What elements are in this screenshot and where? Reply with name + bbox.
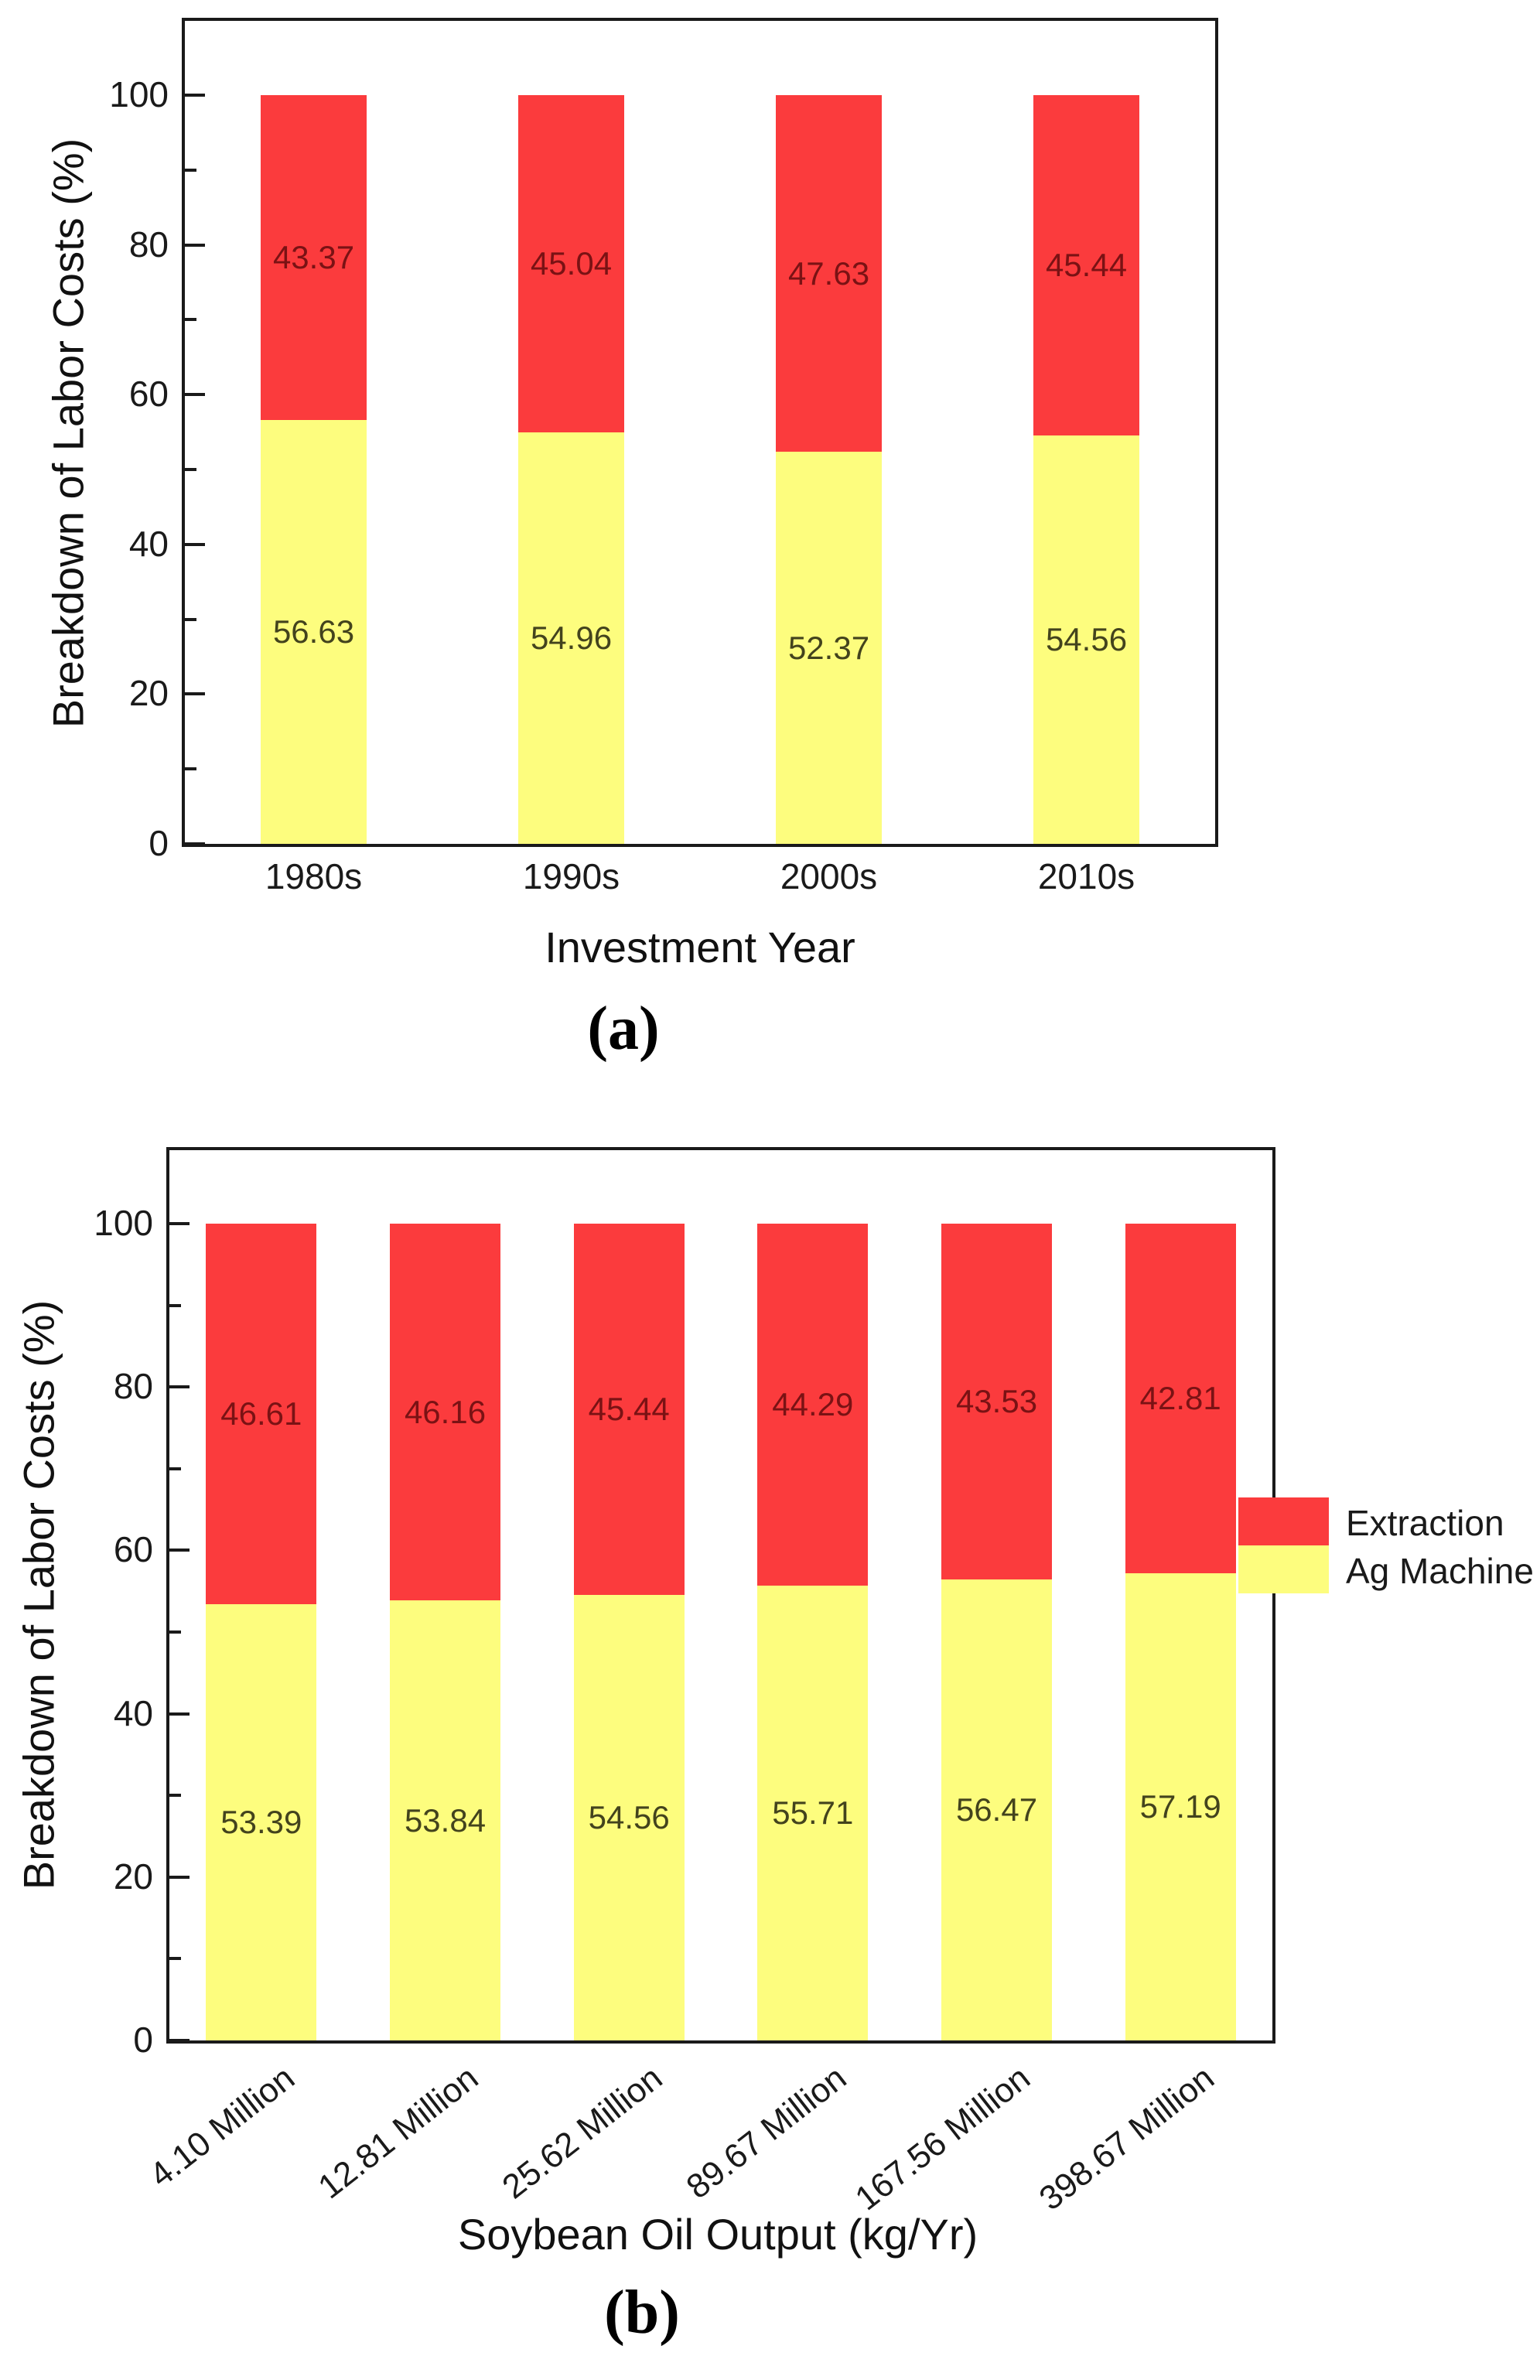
- y-major-tick: [169, 1712, 190, 1716]
- x-tick-label: 2000s: [780, 856, 878, 896]
- y-minor-tick: [169, 1630, 181, 1634]
- y-tick-label: 80: [113, 1366, 153, 1407]
- bar-segment-extraction: [206, 1224, 317, 1605]
- value-label: 42.81: [1139, 1380, 1221, 1417]
- x-tick-label: 1980s: [265, 856, 363, 896]
- bar-segment-ag-machine: [757, 1585, 869, 2040]
- y-minor-tick: [185, 617, 196, 621]
- value-label: 46.61: [220, 1395, 302, 1432]
- y-tick-label: 100: [109, 74, 169, 114]
- value-label: 53.39: [220, 1804, 302, 1841]
- y-tick-label: 60: [128, 374, 169, 415]
- bar-segment-extraction: [757, 1224, 869, 1586]
- bar-segment-ag-machine: [390, 1600, 500, 2040]
- plot-area-a: 56.63 43.37 54.96 45.04 52.37 47.63 54.56 45.44: [182, 18, 1218, 847]
- y-tick-label: 0: [133, 2020, 153, 2060]
- bar-segment-ag-machine: [261, 419, 367, 844]
- y-major-tick: [169, 1875, 190, 1879]
- panel-caption-b: (b): [604, 2279, 680, 2347]
- legend-label: Extraction: [1346, 1503, 1504, 1543]
- legend-swatch-extraction: [1238, 1497, 1329, 1545]
- y-major-tick: [185, 542, 205, 546]
- value-label: 52.37: [787, 629, 870, 666]
- y-tick-label: 40: [128, 523, 169, 564]
- y-major-tick: [185, 842, 205, 845]
- bar-segment-ag-machine: [941, 1579, 1052, 2040]
- bar-segment-extraction: [1125, 1224, 1236, 1574]
- y-major-tick: [185, 243, 205, 247]
- y-tick-label: 100: [94, 1203, 153, 1243]
- y-minor-tick: [185, 468, 196, 471]
- value-label: 45.04: [530, 244, 613, 282]
- bar-segment-ag-machine: [518, 432, 624, 844]
- y-tick-label: 40: [113, 1692, 153, 1733]
- y-minor-tick: [185, 318, 196, 322]
- value-label: 45.44: [588, 1390, 670, 1427]
- x-axis-title: Soybean Oil Output (kg/Yr): [457, 2210, 978, 2259]
- y-minor-tick: [169, 1957, 181, 1961]
- x-tick-label: 12.81 Million: [311, 2058, 486, 2207]
- y-minor-tick: [169, 1467, 181, 1470]
- y-tick-label: 0: [149, 823, 169, 863]
- y-tick-label: 20: [113, 1856, 153, 1897]
- value-label: 53.84: [404, 1801, 487, 1839]
- bar-segment-ag-machine: [1125, 1573, 1236, 2040]
- x-tick-label: 167.56 Million: [848, 2058, 1037, 2218]
- value-label: 54.56: [588, 1798, 670, 1835]
- x-tick-label: 398.67 Million: [1032, 2058, 1221, 2218]
- bar-segment-ag-machine: [206, 1604, 317, 2040]
- y-major-tick: [169, 1549, 190, 1552]
- bar-segment-extraction: [573, 1224, 685, 1595]
- value-label: 44.29: [772, 1385, 854, 1422]
- bar-segment-extraction: [941, 1224, 1052, 1579]
- value-label: 57.19: [1139, 1788, 1221, 1825]
- value-label: 43.53: [955, 1382, 1038, 1419]
- bar-segment-extraction: [1033, 95, 1139, 435]
- bar-segment-ag-machine: [1033, 435, 1139, 844]
- x-axis-title: Investment Year: [545, 923, 855, 971]
- x-tick-label: 25.62 Million: [495, 2058, 670, 2207]
- value-label: 45.44: [1045, 246, 1128, 283]
- bar-segment-extraction: [776, 95, 882, 452]
- value-label: 56.47: [955, 1791, 1038, 1828]
- legend-swatch-ag-machine: [1238, 1545, 1329, 1593]
- value-label: 47.63: [787, 254, 870, 292]
- bar-segment-extraction: [518, 95, 624, 432]
- y-major-tick: [169, 2039, 190, 2042]
- y-minor-tick: [169, 1794, 181, 1798]
- y-tick-label: 20: [128, 673, 169, 714]
- x-tick-label: 4.10 Million: [142, 2058, 302, 2195]
- x-tick-label: 1990s: [522, 856, 620, 896]
- value-label: 43.37: [272, 238, 355, 275]
- value-label: 54.96: [530, 619, 613, 656]
- plot-area-b: 53.39 46.61 53.84 46.16 54.56 45.44 55.71 44.29…: [166, 1147, 1275, 2044]
- y-minor-tick: [169, 1303, 181, 1307]
- y-major-tick: [185, 94, 205, 97]
- y-major-tick: [169, 1385, 190, 1389]
- value-label: 56.63: [272, 613, 355, 650]
- legend-label: Ag Machine: [1346, 1551, 1534, 1591]
- bar-segment-ag-machine: [776, 452, 882, 844]
- y-major-tick: [185, 692, 205, 696]
- y-major-tick: [185, 393, 205, 397]
- bar-segment-extraction: [390, 1224, 500, 1601]
- y-minor-tick: [185, 168, 196, 172]
- bar-segment-ag-machine: [573, 1594, 685, 2040]
- y-minor-tick: [185, 767, 196, 771]
- bar-segment-extraction: [261, 95, 367, 420]
- x-tick-label: 2010s: [1037, 856, 1135, 896]
- y-tick-label: 60: [113, 1529, 153, 1570]
- y-major-tick: [169, 1222, 190, 1225]
- panel-caption-a: (a): [587, 995, 660, 1063]
- value-label: 55.71: [772, 1794, 854, 1831]
- y-tick-label: 80: [128, 224, 169, 265]
- x-tick-label: 89.67 Million: [679, 2058, 854, 2207]
- value-label: 46.16: [404, 1393, 487, 1430]
- value-label: 54.56: [1045, 620, 1128, 657]
